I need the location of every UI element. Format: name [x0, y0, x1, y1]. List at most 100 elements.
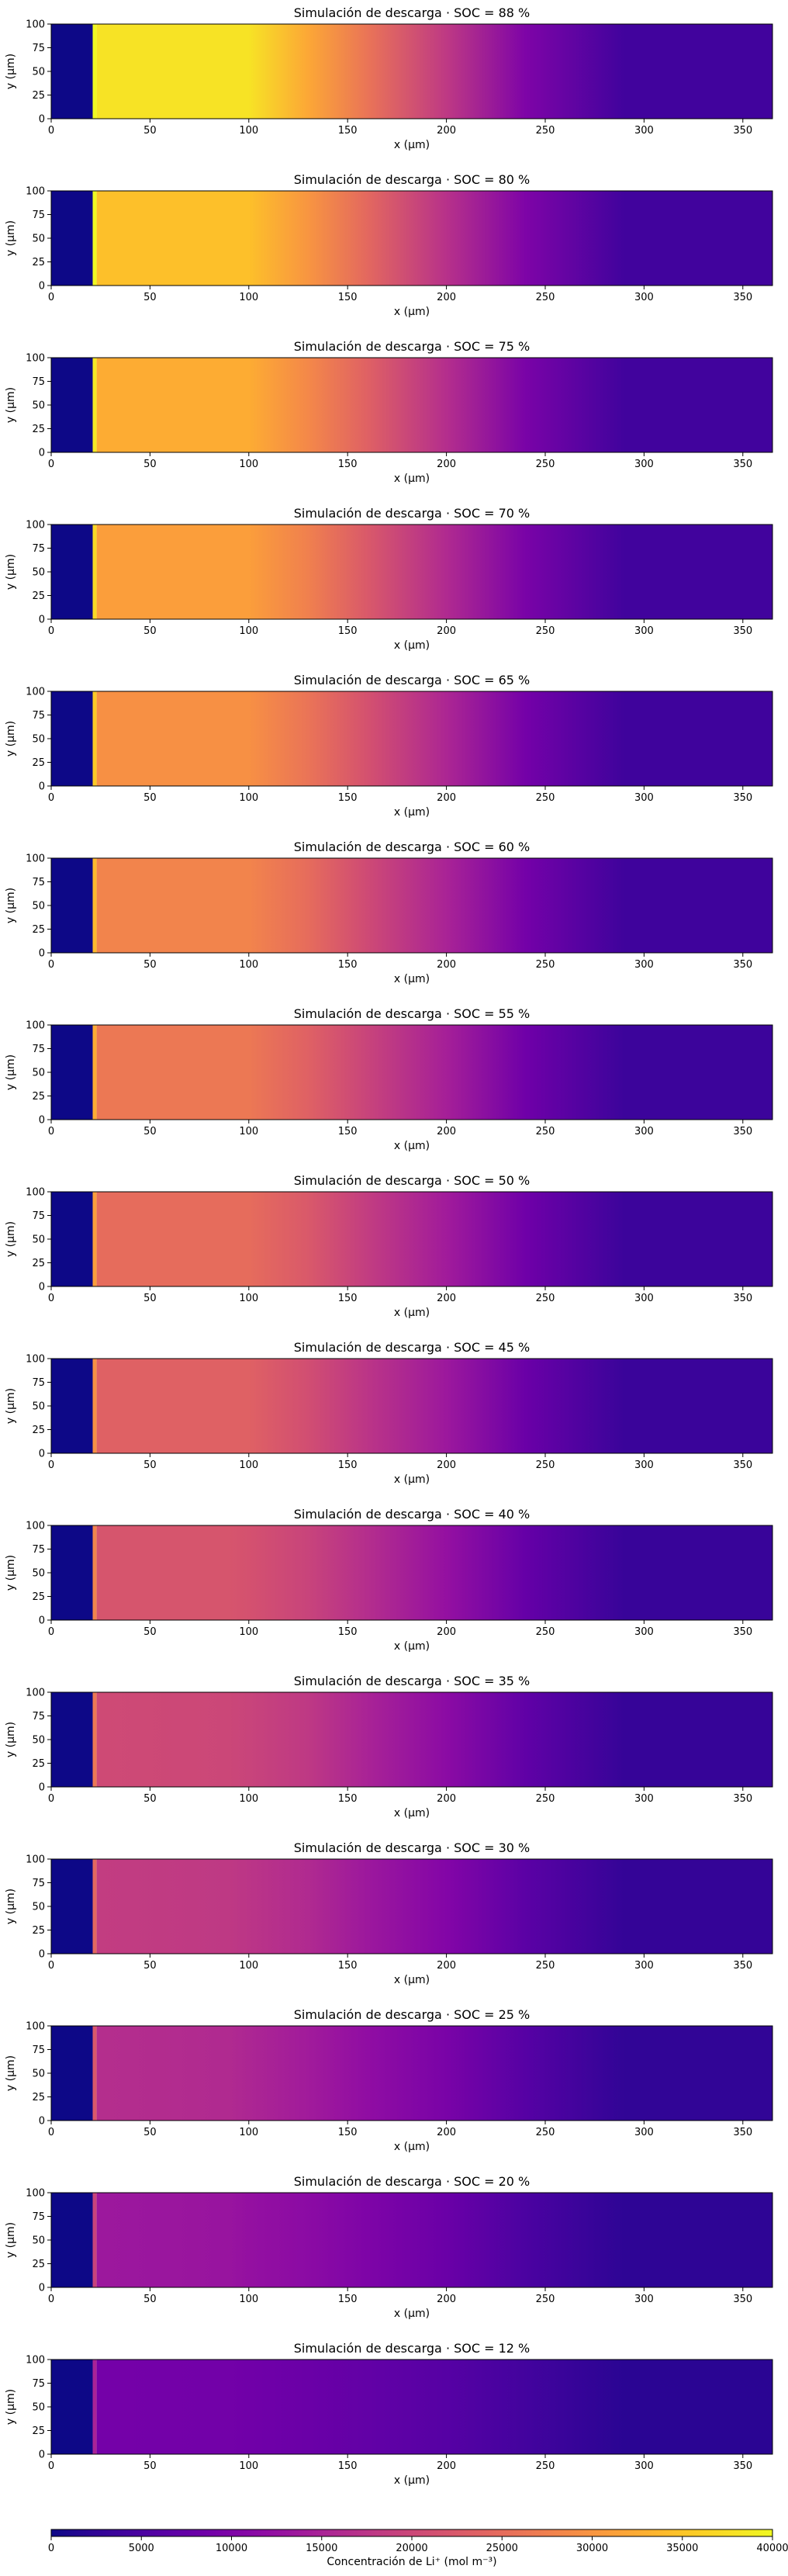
heatmap-interface-stripe — [92, 2026, 97, 2121]
y-tick-label: 25 — [32, 924, 45, 936]
x-tick-label: 0 — [48, 625, 54, 637]
heatmap-panel: Simulación de descarga · SOC = 60 % 0 50 10… — [5, 840, 773, 985]
y-tick-label: 100 — [26, 2188, 45, 2200]
colorbar-gradient — [50, 2529, 773, 2537]
x-tick-label: 350 — [733, 1459, 752, 1471]
x-tick-label: 150 — [338, 2127, 358, 2138]
x-tick-label: 250 — [536, 1793, 555, 1805]
y-tick-label: 0 — [39, 1949, 45, 1961]
x-tick-label: 0 — [48, 1126, 54, 1137]
x-tick-label: 300 — [634, 625, 654, 637]
panel-title: Simulación de descarga · SOC = 40 % — [294, 1507, 531, 1522]
x-tick-label: 100 — [239, 292, 258, 303]
colorbar-tick-label: 5000 — [129, 2543, 154, 2554]
x-tick-label: 350 — [733, 792, 752, 804]
y-tick-label: 0 — [39, 281, 45, 293]
y-tick-label: 75 — [32, 1210, 45, 1222]
y-axis-label: y (μm) — [5, 1889, 17, 1924]
heatmap-interface-stripe — [92, 24, 97, 119]
x-axis-label: x (μm) — [394, 473, 430, 485]
x-tick-label: 200 — [437, 959, 456, 971]
y-tick-label: 50 — [32, 1068, 45, 1079]
colorbar: 0 5000 10000 15000 20000 25000 30000 35000 40000… — [48, 2529, 788, 2568]
x-tick-label: 250 — [536, 2294, 555, 2305]
x-tick-label: 150 — [338, 2460, 358, 2472]
x-tick-label: 100 — [239, 1960, 258, 1972]
x-tick-label: 200 — [437, 1293, 456, 1304]
y-axis-label: y (μm) — [5, 888, 17, 923]
x-tick-label: 350 — [733, 459, 752, 470]
y-tick-label: 0 — [39, 2116, 45, 2128]
x-tick-label: 100 — [239, 1626, 258, 1638]
y-tick-label: 0 — [39, 1782, 45, 1794]
y-tick-label: 50 — [32, 1401, 45, 1413]
x-tick-label: 250 — [536, 1293, 555, 1304]
x-tick-label: 100 — [239, 2127, 258, 2138]
x-tick-label: 250 — [536, 1626, 555, 1638]
x-axis-label: x (μm) — [394, 2474, 430, 2487]
x-tick-label: 0 — [48, 292, 54, 303]
colorbar-tick-label: 30000 — [576, 2543, 608, 2554]
x-tick-label: 50 — [143, 1126, 157, 1137]
y-tick-label: 100 — [26, 520, 45, 531]
y-tick-label: 100 — [26, 1020, 45, 1032]
x-tick-label: 50 — [143, 2127, 157, 2138]
y-tick-label: 50 — [32, 734, 45, 746]
panel-title: Simulación de descarga · SOC = 80 % — [294, 172, 531, 187]
y-tick-label: 50 — [32, 1234, 45, 1246]
colorbar-tick-label: 10000 — [216, 2543, 247, 2554]
x-tick-label: 300 — [634, 292, 654, 303]
heatmap-region-main — [96, 1525, 773, 1620]
heatmap-panel: Simulación de descarga · SOC = 40 % 0 50 10… — [5, 1507, 773, 1653]
panel-title: Simulación de descarga · SOC = 20 % — [294, 2174, 531, 2189]
x-tick-label: 0 — [48, 459, 54, 470]
y-tick-label: 100 — [26, 1521, 45, 1532]
heatmap-panel: Simulación de descarga · SOC = 35 % 0 50 10… — [5, 1674, 773, 1819]
heatmap-interface-stripe — [92, 1025, 97, 1120]
x-tick-label: 350 — [733, 2127, 752, 2138]
x-tick-label: 100 — [239, 625, 258, 637]
x-axis-label: x (μm) — [394, 639, 430, 652]
y-axis-label: y (μm) — [5, 1221, 17, 1257]
y-tick-label: 75 — [32, 209, 45, 221]
x-tick-label: 250 — [536, 1126, 555, 1137]
y-tick-label: 50 — [32, 2069, 45, 2080]
x-tick-label: 50 — [143, 1793, 157, 1805]
x-tick-label: 100 — [239, 459, 258, 470]
panel-title: Simulación de descarga · SOC = 25 % — [294, 2007, 531, 2022]
x-tick-label: 50 — [143, 125, 157, 137]
x-tick-label: 100 — [239, 792, 258, 804]
panel-title: Simulación de descarga · SOC = 75 % — [294, 339, 531, 354]
x-tick-label: 200 — [437, 1126, 456, 1137]
panel-title: Simulación de descarga · SOC = 30 % — [294, 1840, 531, 1855]
y-tick-label: 50 — [32, 1902, 45, 1913]
y-axis-label: y (μm) — [5, 1388, 17, 1424]
x-tick-label: 200 — [437, 1960, 456, 1972]
y-axis-label: y (μm) — [5, 554, 17, 590]
x-tick-label: 200 — [437, 1626, 456, 1638]
x-tick-label: 350 — [733, 125, 752, 137]
y-tick-label: 50 — [32, 234, 45, 245]
heatmap-region-main — [96, 858, 773, 953]
y-tick-label: 0 — [39, 1282, 45, 1293]
y-tick-label: 50 — [32, 1735, 45, 1747]
heatmap-panel: Simulación de descarga · SOC = 12 % 0 50 10… — [5, 2341, 773, 2487]
y-tick-label: 75 — [32, 710, 45, 722]
heatmap-interface-stripe — [92, 1359, 97, 1453]
heatmap-region-left — [51, 1692, 93, 1787]
x-axis-label: x (μm) — [394, 2308, 430, 2320]
colorbar-label: Concentración de Li⁺ (mol m⁻³) — [327, 2556, 496, 2568]
heatmap-region-main — [96, 1025, 773, 1120]
x-tick-label: 200 — [437, 1793, 456, 1805]
x-tick-label: 300 — [634, 2460, 654, 2472]
x-tick-label: 50 — [143, 1626, 157, 1638]
y-tick-label: 50 — [32, 1568, 45, 1580]
x-tick-label: 0 — [48, 1459, 54, 1471]
x-tick-label: 300 — [634, 2127, 654, 2138]
x-tick-label: 300 — [634, 125, 654, 137]
y-tick-label: 0 — [39, 615, 45, 626]
x-tick-label: 300 — [634, 1459, 654, 1471]
x-tick-label: 150 — [338, 459, 358, 470]
y-tick-label: 25 — [32, 2092, 45, 2103]
